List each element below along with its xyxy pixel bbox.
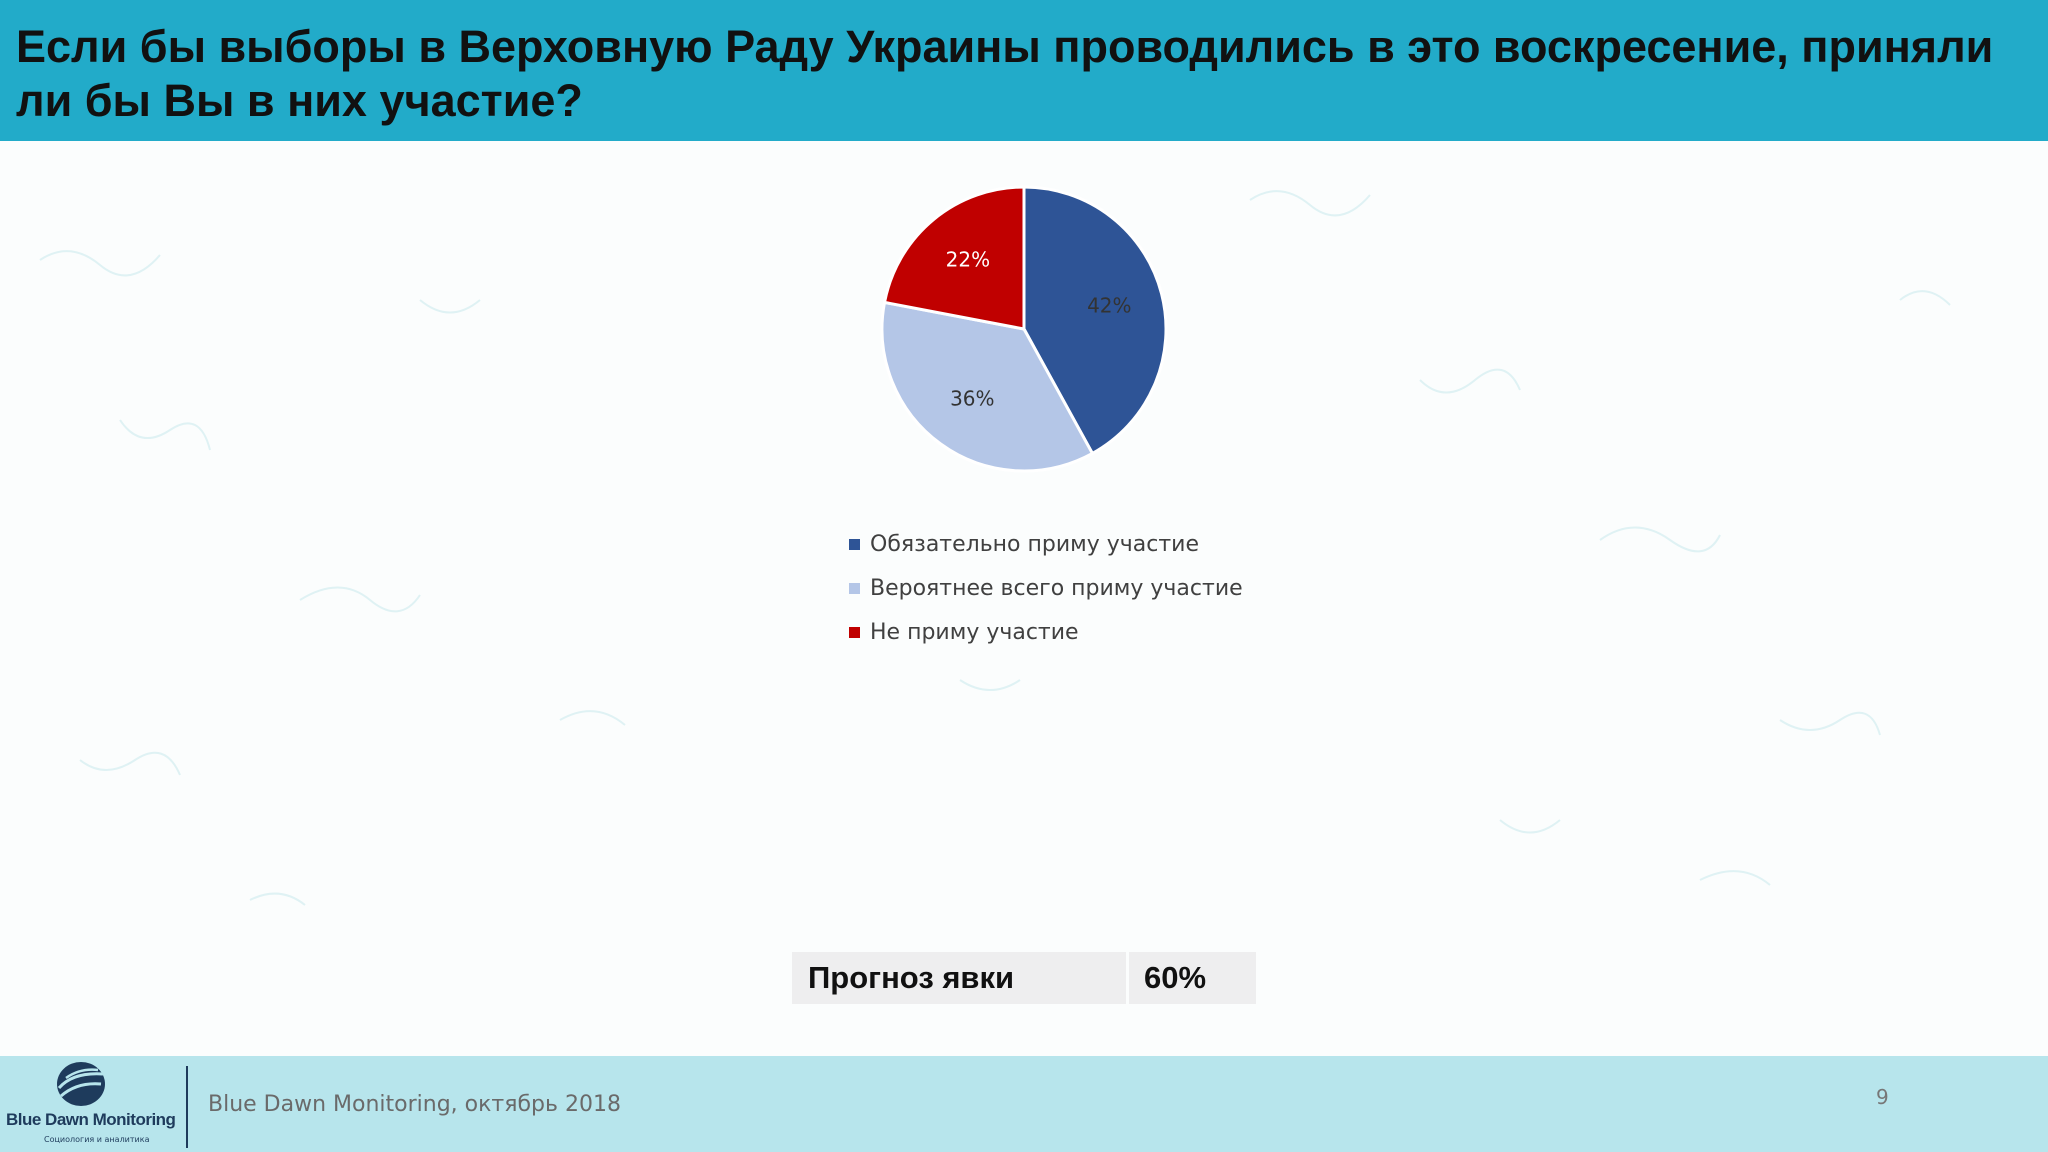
pie-slice-label-0: 42%	[1087, 294, 1131, 318]
footer-divider	[186, 1066, 188, 1148]
legend-swatch-0	[849, 538, 860, 550]
header-bar: Если бы выборы в Верховную Раду Украины …	[0, 0, 2048, 141]
chart-legend: Обязательно приму участие Вероятнее всего…	[849, 522, 1243, 654]
page-number: 9	[1876, 1085, 1889, 1109]
turnout-forecast-table: Прогноз явки 60%	[792, 952, 1256, 1004]
legend-label-2: Не приму участие	[870, 619, 1079, 645]
pie-slice-1	[880, 300, 1095, 473]
slide-title: Если бы выборы в Верховную Раду Украины …	[16, 21, 1994, 126]
logo-wave-icon	[57, 1062, 105, 1106]
legend-item-0: Обязательно приму участие	[849, 522, 1243, 566]
pie-slice-label-2: 22%	[946, 248, 990, 272]
logo-tagline: Социология и аналитика	[44, 1135, 150, 1144]
forecast-value: 60%	[1129, 952, 1256, 1004]
legend-item-2: Не приму участие	[849, 610, 1243, 654]
legend-label-0: Обязательно приму участие	[870, 531, 1200, 557]
legend-item-1: Вероятнее всего приму участие	[849, 566, 1243, 610]
footer-bar	[0, 1056, 2048, 1152]
pie-slice-0	[1022, 185, 1168, 456]
legend-swatch-2	[849, 626, 860, 638]
company-logo: Blue Dawn Monitoring Социология и аналит…	[6, 1058, 176, 1150]
footer-caption: Blue Dawn Monitoring, октябрь 2018	[208, 1092, 621, 1117]
legend-label-1: Вероятнее всего приму участие	[870, 575, 1243, 601]
legend-swatch-1	[849, 582, 860, 594]
logo-name: Blue Dawn Monitoring	[6, 1110, 176, 1129]
pie-slice-label-1: 36%	[950, 387, 994, 411]
pie-slice-2	[882, 185, 1026, 331]
forecast-label: Прогноз явки	[792, 952, 1126, 1004]
